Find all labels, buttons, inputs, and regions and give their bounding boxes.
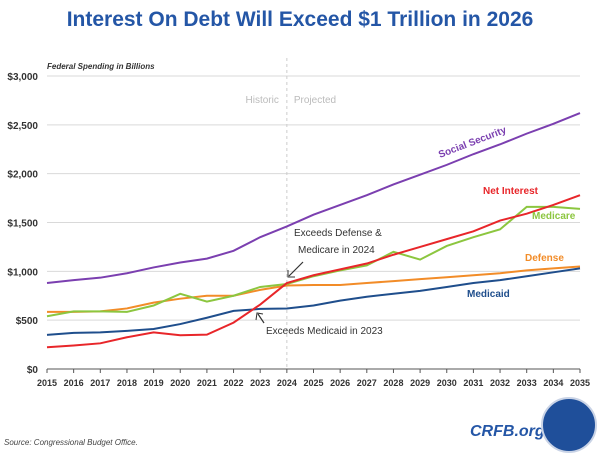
series-label: Defense xyxy=(525,253,564,264)
x-tick-label: 2021 xyxy=(197,378,217,388)
x-tick-label: 2025 xyxy=(303,378,323,388)
annotation-text: Medicare in 2024 xyxy=(298,245,375,256)
x-tick-label: 2024 xyxy=(277,378,297,388)
series-label: Medicaid xyxy=(467,289,510,300)
annotation-text: Exceeds Defense & xyxy=(294,228,382,239)
y-tick-label: $3,000 xyxy=(7,72,38,83)
x-tick-label: 2022 xyxy=(224,378,244,388)
projected-label: Projected xyxy=(294,95,336,106)
x-tick-label: 2015 xyxy=(37,378,57,388)
x-tick-label: 2035 xyxy=(570,378,590,388)
y-tick-label: $500 xyxy=(16,316,39,327)
series-line-social-security xyxy=(46,112,581,285)
annotation-arrow xyxy=(288,261,304,277)
y-tick-label: $2,500 xyxy=(7,121,38,132)
x-tick-label: 2017 xyxy=(90,378,110,388)
x-tick-label: 2028 xyxy=(383,378,403,388)
x-tick-label: 2016 xyxy=(64,378,84,388)
x-tick-label: 2031 xyxy=(463,378,483,388)
x-tick-label: 2020 xyxy=(170,378,190,388)
y-tick-label: $2,000 xyxy=(7,170,38,181)
x-tick-label: 2019 xyxy=(144,378,164,388)
x-tick-label: 2027 xyxy=(357,378,377,388)
annotation-arrow xyxy=(257,313,265,324)
source-note: Source: Congressional Budget Office. xyxy=(4,438,138,447)
series-line-net-interest xyxy=(46,194,581,349)
y-tick-label: $1,000 xyxy=(7,267,38,278)
series-label: Medicare xyxy=(532,211,576,222)
historic-label: Historic xyxy=(246,95,279,106)
x-tick-label: 2029 xyxy=(410,378,430,388)
chart-title: Interest On Debt Will Exceed $1 Trillion… xyxy=(66,8,534,31)
annotation-text: Exceeds Medicaid in 2023 xyxy=(266,326,383,337)
series-line-defense xyxy=(47,265,581,313)
x-tick-label: 2034 xyxy=(543,378,563,388)
x-tick-label: 2023 xyxy=(250,378,270,388)
x-tick-label: 2030 xyxy=(437,378,457,388)
chart-subtitle: Federal Spending in Billions xyxy=(47,62,155,71)
x-tick-label: 2018 xyxy=(117,378,137,388)
logo-text: CRFB.org xyxy=(470,423,545,440)
series-label: Net Interest xyxy=(483,186,539,197)
series-line-medicaid xyxy=(46,267,581,336)
x-tick-label: 2033 xyxy=(517,378,537,388)
x-tick-label: 2032 xyxy=(490,378,510,388)
annotation-arrowhead xyxy=(255,312,264,321)
x-tick-label: 2026 xyxy=(330,378,350,388)
y-tick-label: $1,500 xyxy=(7,219,38,230)
crfb-seal-logo xyxy=(541,397,597,453)
y-tick-label: $0 xyxy=(27,365,39,376)
annotation-arrowhead xyxy=(287,270,295,278)
